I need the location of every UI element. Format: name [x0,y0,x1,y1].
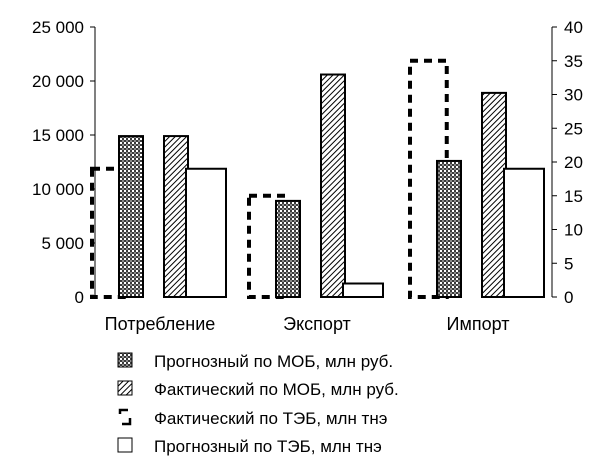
y-right-tick-label: 15 [564,187,583,206]
bar [163,135,189,298]
bars [90,58,545,299]
y-left-tick-label: 10 000 [32,180,84,199]
y-right-tick-label: 25 [564,119,583,138]
legend: Прогнозный по МОБ, млн руб. Фактический п… [117,352,399,456]
bar [436,159,462,298]
y-left-tick-label: 0 [75,288,84,307]
category-label: Потребление [105,314,216,334]
legend-swatch [117,437,133,453]
y-left-tick-label: 20 000 [32,72,84,91]
axes: 0 5 000 10 000 15 000 20 000 25 000 0 5 10 15 20 25… [32,18,583,307]
y-right-tick-label: 5 [564,254,573,273]
category-label: Экспорт [283,314,351,334]
y-left-tick-label: 25 000 [32,18,84,37]
y-right-tick-label: 0 [564,288,573,307]
y-right-tick-label: 35 [564,52,583,71]
bar [275,199,301,299]
y-right-tick-label: 30 [564,86,583,105]
bar [185,167,227,298]
y-right-tick-label: 40 [564,18,583,37]
legend-swatch [117,380,133,396]
bar [342,282,384,298]
category-labels: Потребление Экспорт Импорт [105,314,510,334]
y-left-tick-label: 5 000 [41,234,84,253]
legend-label: Фактический по МОБ, млн руб. [154,380,399,399]
legend-swatch [118,408,132,426]
legend-label: Прогнозный по ТЭБ, млн тнэ [154,437,382,456]
y-right-tick-label: 10 [564,221,583,240]
y-right-tick-label: 20 [564,153,583,172]
legend-label: Фактический по ТЭБ, млн тнэ [154,409,387,428]
legend-swatch [117,352,133,368]
bar [118,135,144,298]
y-left-tick-label: 15 000 [32,126,84,145]
bar [320,73,346,298]
bar [503,167,545,298]
category-label: Импорт [447,314,510,334]
bar [481,91,507,298]
legend-label: Прогнозный по МОБ, млн руб. [154,352,393,371]
